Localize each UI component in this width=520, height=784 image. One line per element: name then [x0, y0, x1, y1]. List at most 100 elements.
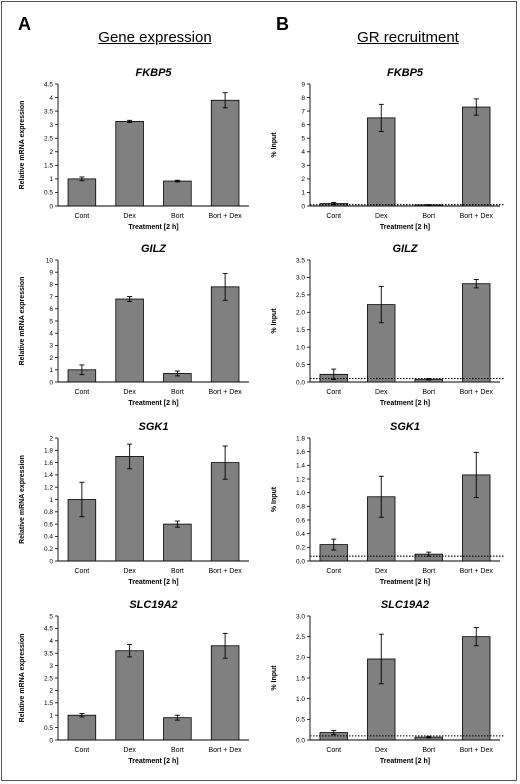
y-tick-label: 7 — [301, 108, 305, 115]
y-tick-label: 8 — [49, 282, 53, 289]
y-tick-label: 2 — [49, 149, 53, 156]
y-tick-label: 9 — [49, 270, 53, 277]
y-tick-label: 8 — [301, 95, 305, 102]
y-axis-label: Relative mRNA expression — [19, 277, 26, 366]
bar — [115, 121, 144, 207]
y-tick-label: 0 — [49, 558, 53, 565]
y-axis-label: Relative mRNA expression — [19, 634, 26, 723]
y-tick-label: 9 — [301, 81, 305, 88]
y-tick-label: 2 — [49, 688, 53, 695]
y-tick-label: 1.5 — [44, 163, 53, 170]
x-tick-label: Bort + Dex — [460, 568, 494, 575]
y-tick-label: 5 — [49, 613, 53, 620]
y-tick-label: 4 — [49, 95, 53, 102]
y-tick-label: 1.4 — [296, 463, 305, 470]
y-tick-label: 0.2 — [44, 546, 53, 553]
x-tick-label: Bort — [171, 213, 184, 220]
y-tick-label: 0.8 — [296, 504, 305, 511]
y-tick-label: 0.5 — [44, 725, 53, 732]
y-tick-label: 0.5 — [296, 362, 305, 369]
x-tick-label: Dex — [123, 568, 136, 575]
y-axis-label: % Input — [271, 132, 278, 158]
x-axis-label: Treatment [2 h] — [128, 579, 178, 586]
chart-0: FKBP5 Relative mRNA expression 0 0.5 1 1.5 2 2.… — [19, 67, 249, 231]
x-tick-label: Cont — [74, 389, 89, 396]
y-tick-label: 2.5 — [44, 136, 53, 143]
y-tick-label: 0.0 — [296, 558, 305, 565]
y-tick-label: 3.5 — [296, 257, 305, 264]
x-axis-label: Treatment [2 h] — [380, 579, 430, 586]
y-axis-label: % Input — [271, 308, 278, 334]
chart-7: SLC19A2 % Input 0.0 0.5 1.0 1.5 2.0 2.5 3.0 Cont D… — [271, 599, 504, 765]
y-tick-label: 0.6 — [44, 521, 53, 528]
bar — [163, 180, 192, 207]
y-tick-label: 2 — [49, 435, 53, 442]
y-tick-label: 1.0 — [296, 490, 305, 497]
y-tick-label: 7 — [49, 294, 53, 301]
y-tick-label: 1.8 — [296, 435, 305, 442]
x-tick-label: Bort + Dex — [460, 213, 494, 220]
y-tick-label: 6 — [301, 122, 305, 129]
y-tick-label: 3 — [301, 163, 305, 170]
bar — [462, 636, 491, 741]
y-tick-label: 1.2 — [296, 476, 305, 483]
chart-4: SGK1 Relative mRNA expression 0 0.2 0.4 0.6 0.… — [19, 421, 249, 586]
y-tick-label: 5 — [49, 318, 53, 325]
y-tick-label: 5 — [301, 136, 305, 143]
bar — [115, 298, 144, 383]
bar — [210, 645, 240, 741]
y-tick-label: 0.2 — [296, 545, 305, 552]
y-tick-label: 1.5 — [44, 700, 53, 707]
x-tick-label: Cont — [326, 213, 341, 220]
x-tick-label: Bort — [171, 568, 184, 575]
y-tick-label: 0.4 — [44, 534, 53, 541]
y-axis-label: Relative mRNA expression — [19, 101, 26, 190]
y-tick-label: 1.0 — [296, 344, 305, 351]
x-tick-label: Bort — [171, 747, 184, 754]
x-axis-label: Treatment [2 h] — [128, 758, 178, 765]
y-tick-label: 6 — [49, 306, 53, 313]
x-tick-label: Bort — [422, 389, 435, 396]
bar — [462, 283, 491, 383]
y-tick-label: 4 — [49, 638, 53, 645]
bar — [115, 650, 144, 741]
y-tick-label: 3.5 — [44, 108, 53, 115]
x-tick-label: Bort + Dex — [208, 747, 242, 754]
y-tick-label: 1.5 — [296, 327, 305, 334]
bar — [115, 456, 144, 562]
y-tick-label: 0.0 — [296, 737, 305, 744]
x-axis-label: Treatment [2 h] — [128, 400, 178, 407]
y-tick-label: 1 — [49, 497, 53, 504]
y-tick-label: 1.5 — [296, 675, 305, 682]
bar — [462, 106, 491, 207]
y-tick-label: 2.0 — [296, 655, 305, 662]
y-tick-label: 3 — [49, 122, 53, 129]
gene-expression-title: Gene expression — [98, 29, 212, 46]
y-tick-label: 1.0 — [296, 696, 305, 703]
y-tick-label: 4.5 — [44, 81, 53, 88]
x-tick-label: Dex — [375, 213, 388, 220]
y-tick-label: 1.8 — [44, 448, 53, 455]
y-tick-label: 3.0 — [296, 613, 305, 620]
y-tick-label: 3.5 — [44, 651, 53, 658]
bar — [67, 714, 97, 741]
y-tick-label: 2.5 — [296, 634, 305, 641]
y-tick-label: 1.4 — [44, 472, 53, 479]
bar — [210, 286, 240, 383]
chart-title: FKBP5 — [135, 67, 172, 79]
y-tick-label: 2 — [301, 176, 305, 183]
y-tick-label: 1 — [49, 176, 53, 183]
chart-title: SLC19A2 — [129, 599, 177, 611]
y-tick-label: 0.6 — [296, 517, 305, 524]
y-tick-label: 3 — [49, 663, 53, 670]
y-tick-label: 1 — [301, 190, 305, 197]
y-tick-label: 1 — [49, 713, 53, 720]
x-tick-label: Dex — [123, 747, 136, 754]
x-tick-label: Cont — [74, 568, 89, 575]
y-tick-label: 0.5 — [296, 717, 305, 724]
y-tick-label: 0.8 — [44, 509, 53, 516]
bar — [163, 717, 192, 741]
chart-title: GILZ — [392, 243, 418, 255]
y-tick-label: 4 — [49, 331, 53, 338]
x-tick-label: Cont — [74, 213, 89, 220]
